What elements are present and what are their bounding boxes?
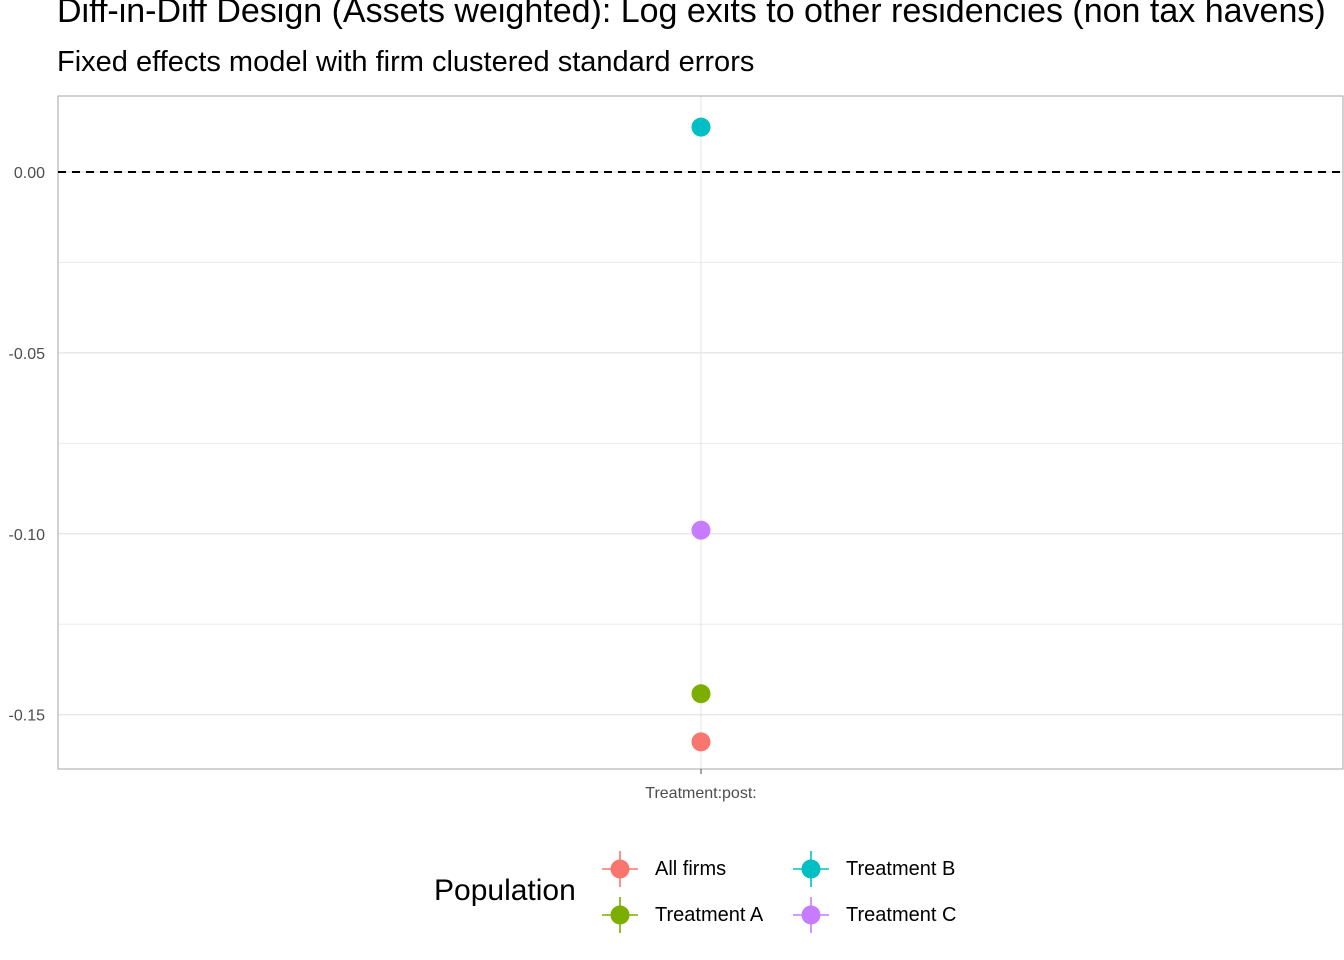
legend-label: Treatment A — [655, 903, 764, 926]
major-gridlines — [58, 96, 1343, 769]
legend-title: Population — [434, 874, 576, 907]
y-axis: 0.00 -0.05 -0.10 -0.15 — [9, 165, 46, 725]
legend-label: Treatment B — [846, 857, 956, 880]
point-treatment-a — [691, 684, 711, 704]
point-all-firms — [691, 732, 711, 752]
chart-title: Diff-in-Diff Design (Assets weighted): L… — [57, 0, 1326, 30]
legend-key-icon — [602, 851, 638, 887]
x-tick-label: Treatment:post: — [645, 785, 756, 802]
legend-key-icon — [793, 897, 829, 933]
y-tick-label: -0.10 — [9, 527, 46, 544]
legend-key-icon — [793, 851, 829, 887]
legend-item-treatment-c: Treatment C — [791, 895, 956, 935]
point-treatment-b — [691, 117, 711, 137]
y-tick-label: -0.15 — [9, 708, 46, 725]
legend-label: Treatment C — [846, 903, 957, 926]
point-treatment-c — [691, 520, 711, 540]
data-points — [691, 117, 711, 752]
legend-item-all-firms: All firms — [600, 849, 726, 889]
legend-item-treatment-b: Treatment B — [791, 849, 955, 889]
legend-item-treatment-a: Treatment A — [600, 895, 763, 935]
chart-subtitle: Fixed effects model with firm clustered … — [57, 46, 755, 78]
y-tick-label: -0.05 — [9, 346, 46, 363]
legend-key-icon — [602, 897, 638, 933]
legend-label: All firms — [655, 857, 727, 880]
y-tick-label: 0.00 — [14, 165, 45, 182]
x-axis: Treatment:post: — [645, 769, 757, 802]
